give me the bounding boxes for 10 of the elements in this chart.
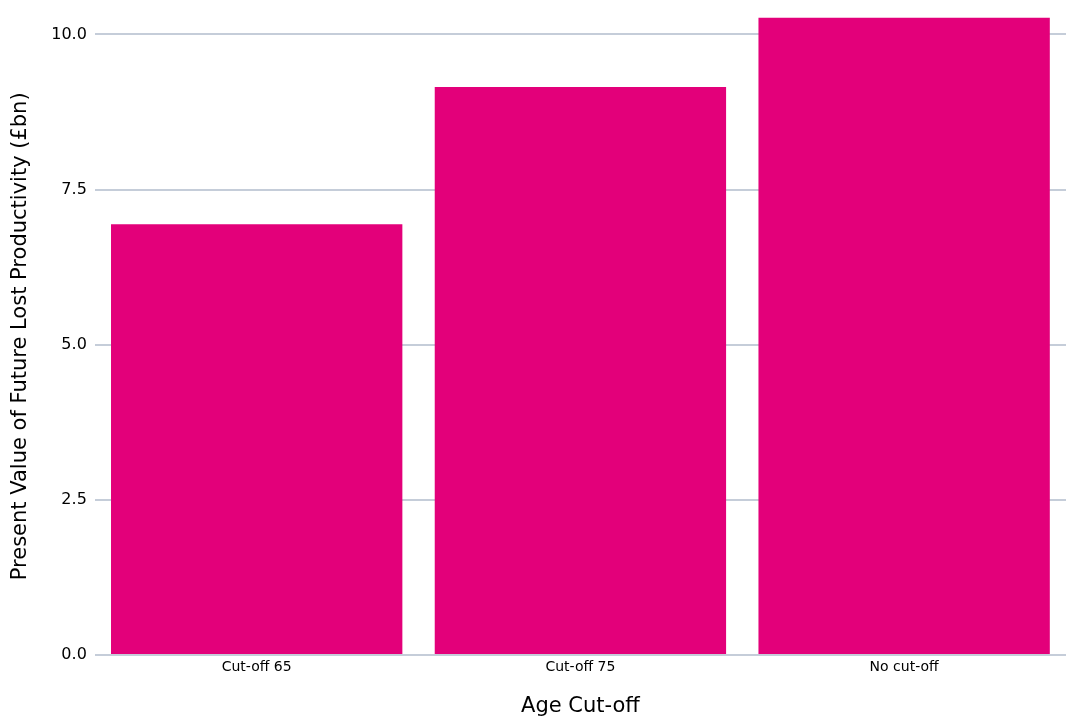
y-tick-label: 10.0	[51, 23, 87, 43]
y-axis-title: Present Value of Future Lost Productivity (£bn)	[7, 92, 32, 581]
y-tick-label: 7.5	[61, 178, 87, 198]
y-tick-label: 2.5	[61, 489, 87, 508]
y-tick-label: 0.0	[61, 644, 87, 664]
x-tick-label: No cut-off	[869, 658, 940, 675]
x-tick-label: Cut-off 65	[221, 658, 292, 675]
x-axis-title: Age Cut-off	[521, 692, 641, 717]
x-tick-label: Cut-off 75	[545, 658, 616, 675]
y-tick-label: 5.0	[61, 333, 87, 353]
